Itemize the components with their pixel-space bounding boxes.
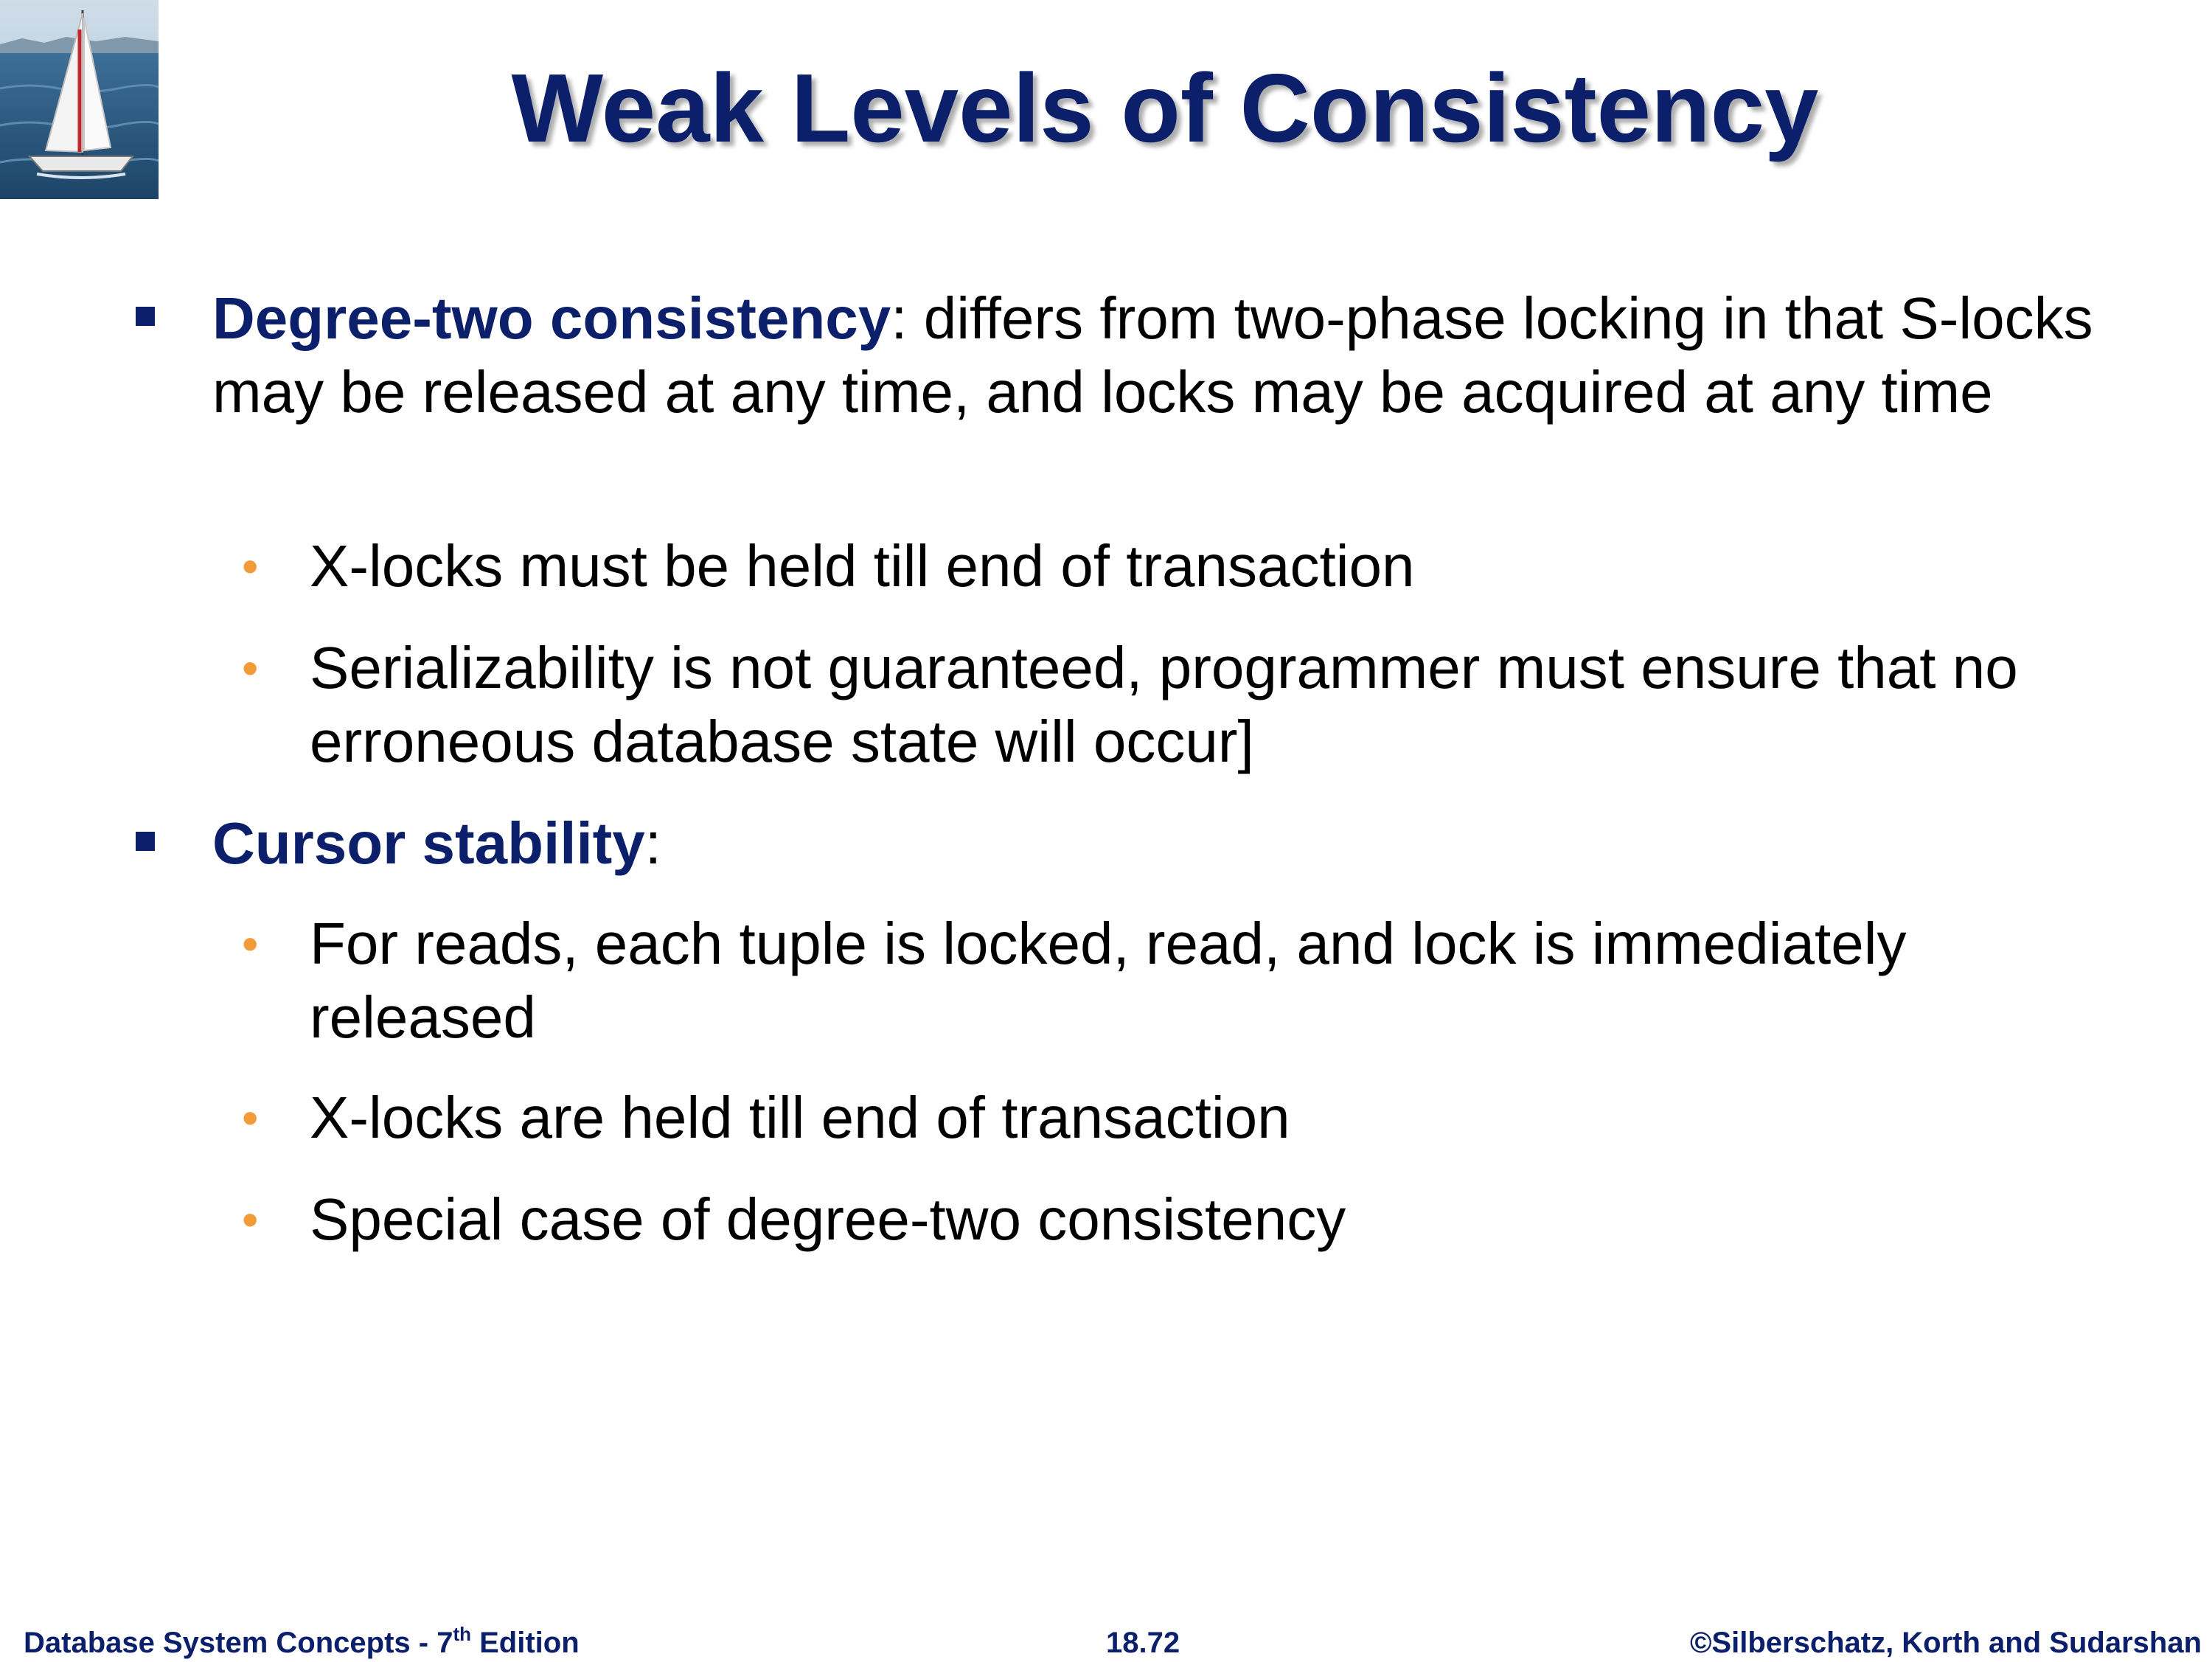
dot-bullet-icon: • <box>242 917 259 970</box>
dot-bullet-icon: • <box>242 1193 259 1246</box>
bullet-cursor-stability: Cursor stability: <box>136 807 2129 880</box>
sub-bullet: • X-locks must be held till end of trans… <box>242 529 2138 603</box>
sub-bullet: • For reads, each tuple is locked, read,… <box>242 907 2138 1054</box>
bullet-term: Degree-two consistency <box>212 285 891 351</box>
dot-bullet-icon: • <box>242 641 259 695</box>
sub-bullet-text: For reads, each tuple is locked, read, a… <box>310 911 1907 1050</box>
footer-book-title-text: Database System Concepts - 7 <box>24 1627 453 1659</box>
dot-bullet-icon: • <box>242 540 259 593</box>
dot-bullet-icon: • <box>242 1091 259 1144</box>
sub-bullet-text: Serializability is not guaranteed, progr… <box>310 635 2018 774</box>
sub-bullet-text: X-locks must be held till end of transac… <box>310 533 1415 599</box>
sub-bullet: • Special case of degree-two consistency <box>242 1183 2138 1256</box>
bullet-text: : <box>644 810 662 876</box>
footer-book-title: Database System Concepts - 7th Edition <box>24 1624 580 1662</box>
footer-slide-number: 18.72 <box>1106 1627 1180 1659</box>
sub-bullet-text: X-locks are held till end of transaction <box>310 1085 1290 1150</box>
bullet-term: Cursor stability <box>212 810 645 876</box>
sailboat-logo-icon <box>0 0 159 199</box>
footer-copyright: ©Silberschatz, Korth and Sudarshan <box>1689 1627 2202 1659</box>
sub-bullet: • X-locks are held till end of transacti… <box>242 1081 2138 1155</box>
square-bullet-icon <box>136 832 155 851</box>
sub-bullet-text: Special case of degree-two consistency <box>310 1186 1346 1252</box>
bullet-degree-two-consistency: Degree-two consistency: differs from two… <box>136 282 2129 429</box>
slide-title: Weak Levels of Consistency <box>511 54 1819 162</box>
bullet-text: : differs from two-phase locking in that… <box>212 285 2093 425</box>
square-bullet-icon <box>136 307 155 326</box>
footer-edition-suffix: th <box>453 1623 471 1645</box>
footer-edition-label: Edition <box>471 1627 580 1659</box>
sub-bullet: • Serializability is not guaranteed, pro… <box>242 631 2138 779</box>
